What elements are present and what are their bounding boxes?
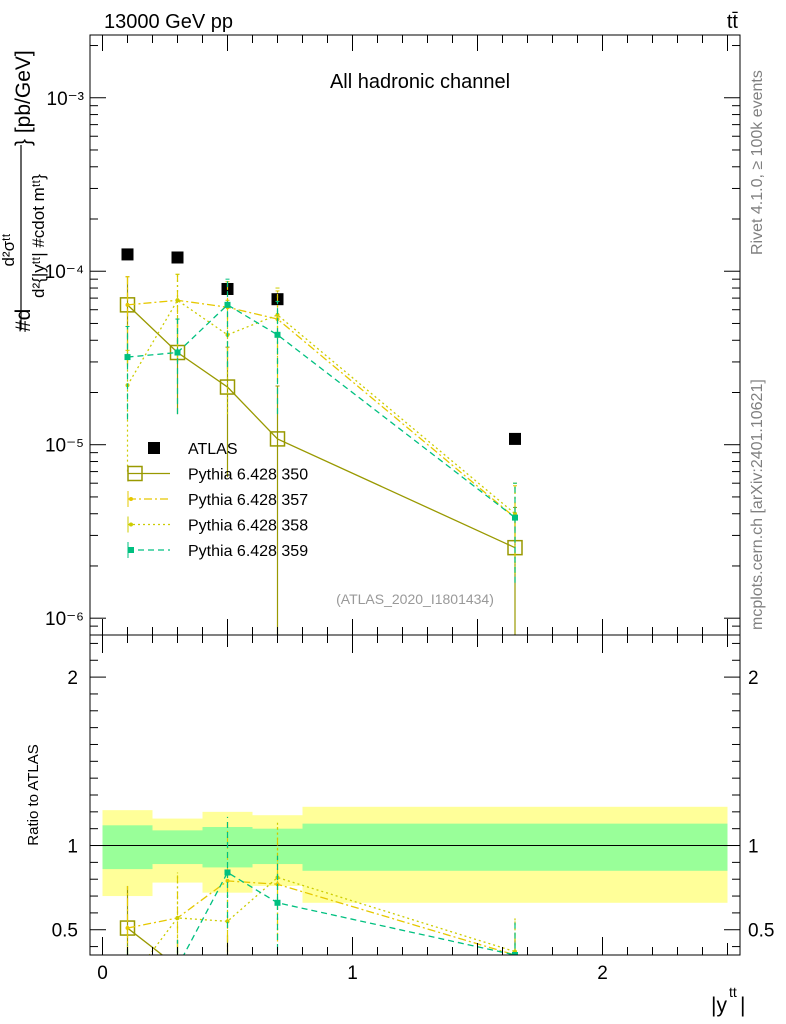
legend-entry: Pythia 6.428 359 [127,542,308,560]
header-left: 13000 GeV pp [104,11,233,33]
data-point-marker [512,952,518,955]
data-point-marker [275,312,280,317]
legend-label: Pythia 6.428 350 [188,467,308,484]
ratio-y-tick-label-right: 0.5 [748,921,774,942]
legend-label: Pythia 6.428 359 [188,543,308,560]
ratio-ylabel: Ratio to ATLAS [25,744,42,845]
main-ylabel: #d d²σᵗᵗ d²{|yᵗᵗ| #cdot mᵗᵗ} } [pb/GeV] [0,50,48,332]
data-point-marker [171,251,184,264]
x-tick-label: 0 [97,963,108,984]
ratio-line [148,876,516,955]
data-point-marker [126,982,130,986]
series-line [127,304,516,549]
ratio-panel: 0.5 0.5 1 1 2 2 0 1 2 Ratio to ATLAS [25,634,774,994]
series-pythia-6-428-357 [125,273,517,574]
data-point-marker [125,926,130,931]
xlabel-base: |y [711,994,727,1017]
data-point-marker [271,980,285,994]
data-point-marker [274,331,281,338]
mcplots-source-label: mcplots.cern.ch [arXiv:2401.10621] [749,379,766,630]
series-pythia-6-428-359 [124,278,518,583]
data-point-marker [225,919,230,924]
x-tick-label: 2 [597,963,608,984]
ratio-y-tick-label-left: 0.5 [52,921,78,942]
series-pythia-6-428-358 [125,273,517,574]
ylabel-fraction-bottom: d²{|yᵗᵗ| #cdot mᵗᵗ} [29,174,48,298]
xlabel: |y tt | [711,984,745,1017]
legend: ATLAS Pythia 6.428 350 Pythia 6.428 357 Pyt… [127,441,308,560]
ratio-y-tick-label-right: 1 [748,837,759,858]
data-point-marker [171,960,185,974]
data-point-marker [125,967,131,973]
data-point-marker [224,301,231,308]
data-point-marker [512,514,518,521]
uncertainty-band-inner [102,825,153,870]
data-point-marker [174,349,181,356]
series-line [127,299,516,519]
data-point-marker [125,302,130,307]
y-tick-label: 10⁻⁵ [45,436,84,457]
uncertainty-band-inner [302,823,728,871]
y-tick-label: 10⁻⁴ [45,262,84,283]
data-point-marker [175,915,180,920]
series-pythia-6-428-350 [119,276,523,635]
data-point-marker [121,248,134,261]
data-point-marker [509,432,521,445]
xlabel-superscript: tt [729,984,737,1000]
ratio-y-tick-label-right: 2 [748,668,759,689]
data-point-marker [129,522,133,527]
ratio-line [127,927,164,955]
rivet-version-label: Rivet 4.1.0, ≥ 100k events [749,70,766,255]
data-point-marker [224,869,231,876]
ratio-series-pythia-6-428-350 [119,885,522,994]
legend-label: ATLAS [188,441,238,458]
ylabel-fraction-top: d²σᵗᵗ [0,233,18,266]
series-line [127,304,516,519]
ylabel-unit: } [pb/GeV] [12,50,35,146]
data-point-marker [175,964,181,970]
main-panel: 10⁻⁶ 10⁻⁵ 10⁻⁴ 10⁻³ All hadronic channel (A… [0,34,741,636]
ratio-frame [89,634,741,956]
y-tick-label: 10⁻³ [47,89,85,110]
legend-label: Pythia 6.428 358 [188,518,308,535]
data-point-marker [508,967,522,981]
data-point-marker [269,431,286,447]
data-point-marker [127,465,143,482]
ylabel-numerator-symbol: #d [12,309,35,332]
uncertainty-band-inner [152,830,203,865]
data-point-marker [129,497,133,501]
data-point-marker [124,354,131,361]
data-point-marker [148,442,160,454]
ratio-y-tick-label-left: 1 [67,837,78,858]
xlabel-close: | [740,994,745,1017]
analysis-watermark: (ATLAS_2020_I1801434) [336,591,494,607]
series-atlas [121,248,521,445]
legend-entry: Pythia 6.428 358 [127,516,308,535]
data-point-marker [175,298,180,303]
panel-title: All hadronic channel [330,71,510,93]
data-point-marker [221,961,235,975]
series-line [126,299,516,515]
legend-entry: Pythia 6.428 357 [127,491,308,509]
x-tick-label: 1 [347,963,358,984]
legend-entry: Pythia 6.428 350 [127,465,308,484]
legend-label: Pythia 6.428 357 [188,492,308,509]
header-right: tt̄ [727,11,739,33]
data-point-marker [128,547,134,553]
legend-entry: ATLAS [148,441,238,458]
ratio-y-tick-label-left: 2 [67,668,78,689]
data-point-marker [274,899,281,906]
y-tick-label: 10⁻⁶ [45,609,84,630]
